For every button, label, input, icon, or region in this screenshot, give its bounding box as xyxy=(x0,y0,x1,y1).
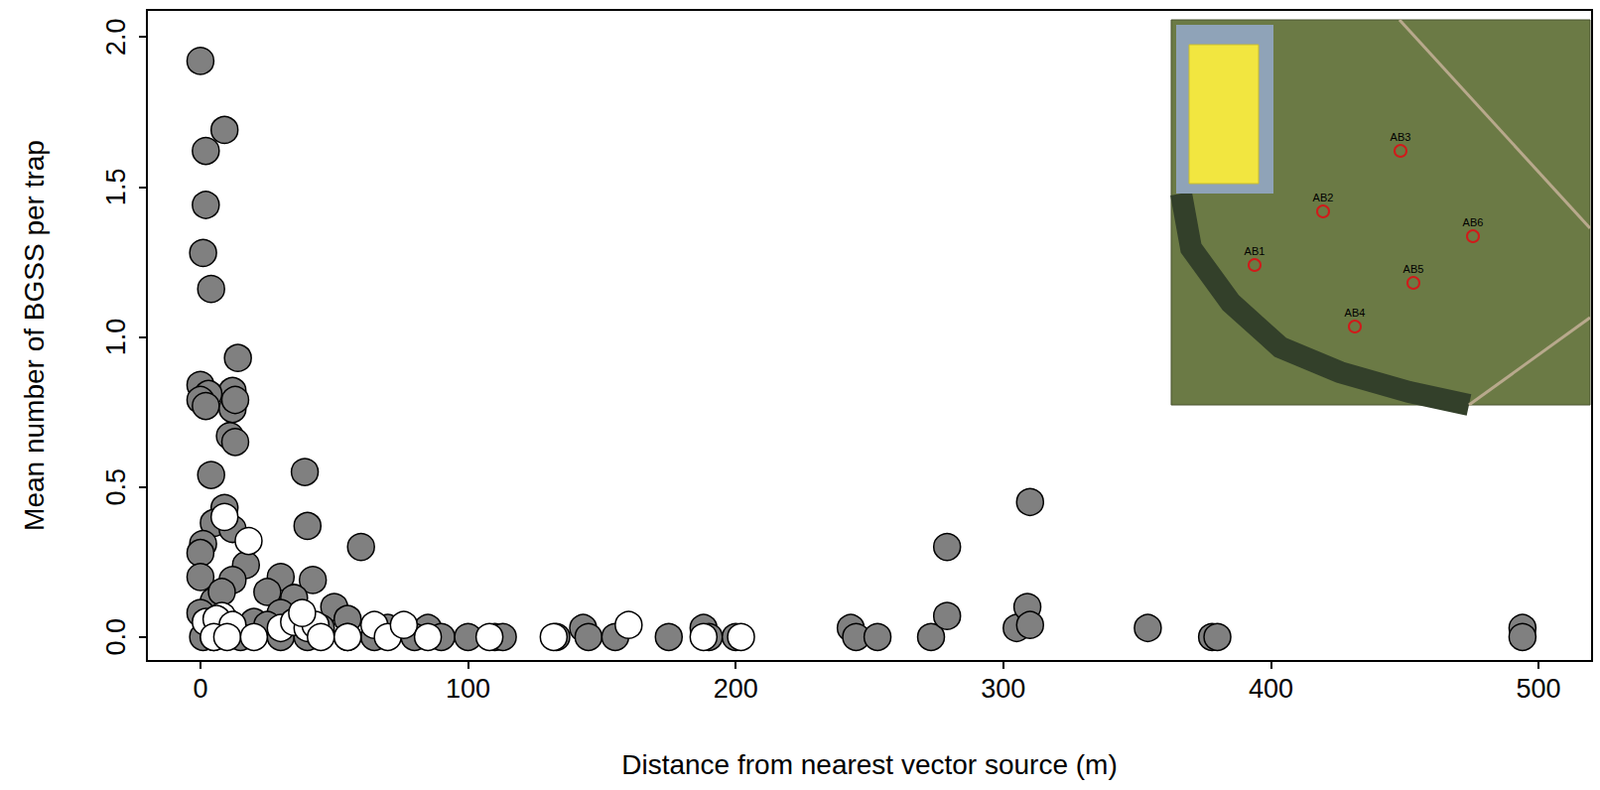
svg-text:300: 300 xyxy=(980,673,1026,704)
svg-text:AB4: AB4 xyxy=(1344,306,1366,319)
svg-text:AB6: AB6 xyxy=(1463,216,1484,229)
svg-text:Distance from nearest vector s: Distance from nearest vector source (m) xyxy=(621,749,1118,781)
svg-text:100: 100 xyxy=(445,673,491,704)
svg-text:0.5: 0.5 xyxy=(101,468,132,507)
svg-text:1.0: 1.0 xyxy=(101,318,132,357)
svg-text:Mean number of BGSS per trap: Mean number of BGSS per trap xyxy=(18,139,50,532)
svg-text:AB2: AB2 xyxy=(1313,191,1334,204)
svg-text:2.0: 2.0 xyxy=(101,17,132,56)
svg-text:1.5: 1.5 xyxy=(101,168,132,207)
svg-text:AB1: AB1 xyxy=(1244,245,1266,258)
svg-text:0.0: 0.0 xyxy=(101,618,132,657)
svg-text:0: 0 xyxy=(192,673,208,704)
svg-text:AB5: AB5 xyxy=(1403,263,1425,275)
svg-text:400: 400 xyxy=(1248,673,1294,704)
svg-text:500: 500 xyxy=(1516,673,1562,704)
svg-text:AB3: AB3 xyxy=(1390,131,1412,143)
svg-text:200: 200 xyxy=(713,673,759,704)
